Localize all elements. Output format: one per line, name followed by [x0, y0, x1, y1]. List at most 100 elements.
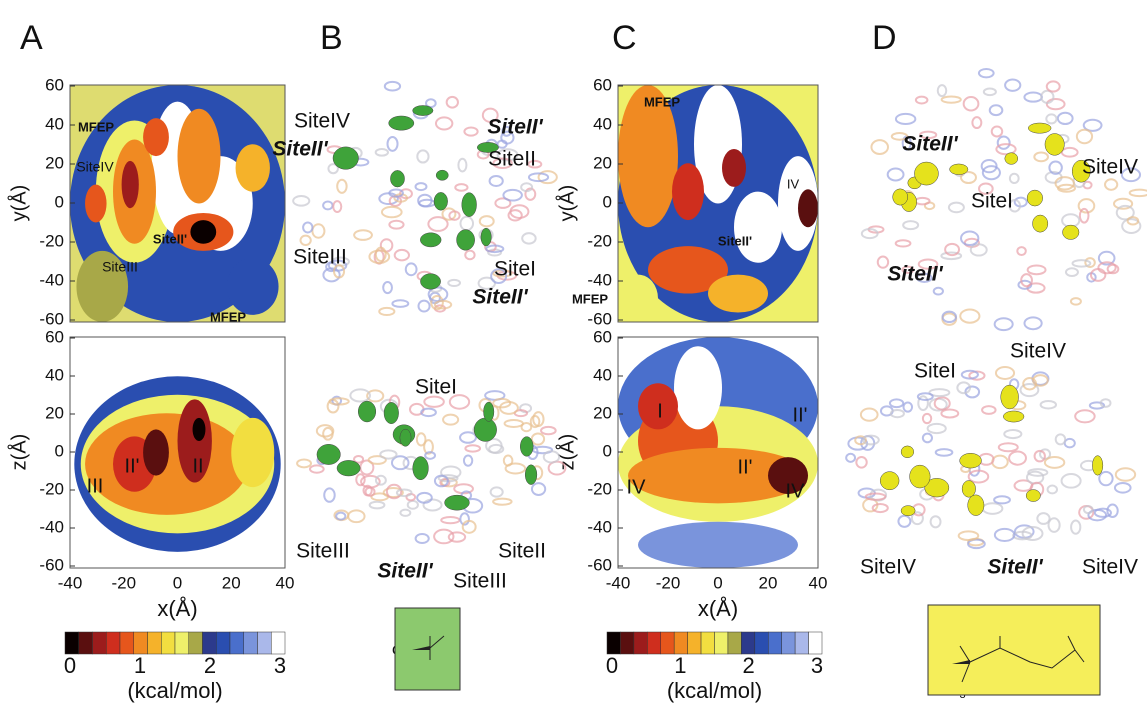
- y-tick-label: 40: [45, 114, 64, 133]
- annotation: MFEP: [78, 119, 114, 134]
- ligand-density: [400, 429, 411, 446]
- ligand-density: [1003, 411, 1024, 422]
- helix: [1045, 457, 1064, 468]
- annotation: IV: [787, 176, 800, 191]
- helix: [1037, 513, 1049, 524]
- helix: [455, 184, 467, 191]
- helix: [996, 367, 1014, 379]
- helix: [491, 487, 503, 496]
- colorbar-cell: [148, 632, 162, 654]
- helix: [376, 476, 386, 485]
- colorbar-cell: [701, 632, 714, 654]
- helix: [916, 97, 928, 104]
- contour-region: [638, 522, 798, 568]
- contour-region: [734, 192, 782, 263]
- helix: [443, 415, 458, 425]
- x-tick-label: 0: [173, 573, 182, 592]
- helix: [1047, 99, 1065, 109]
- y-tick-label: 20: [593, 403, 612, 422]
- helix: [972, 117, 981, 128]
- ligand-density: [333, 147, 358, 170]
- annotation: MFEP: [572, 291, 608, 306]
- annotation: SiteIII: [453, 570, 507, 593]
- helix: [964, 97, 979, 110]
- ligand-density: [1028, 123, 1051, 133]
- panel-label: A: [20, 19, 43, 57]
- y-tick-label: 20: [45, 403, 64, 422]
- ligand-density: [390, 170, 404, 187]
- colorbar-tick-label: 0: [64, 653, 76, 678]
- annotation: SiteIV: [1082, 156, 1138, 179]
- colorbar-cell: [258, 632, 272, 654]
- helix: [998, 137, 1010, 149]
- helix: [417, 433, 426, 445]
- helix: [923, 434, 932, 443]
- helix: [465, 251, 474, 260]
- colorbar-tick-label: 1: [674, 653, 686, 678]
- colorbar-cell: [216, 632, 230, 654]
- annotation: SiteI: [971, 190, 1013, 213]
- annotation: SiteIII: [102, 259, 138, 275]
- contour-region: [672, 163, 704, 220]
- helix: [1080, 209, 1089, 223]
- colorbar-tick-label: 3: [811, 653, 823, 678]
- colorbar-cell: [755, 632, 768, 654]
- contour-region: [143, 429, 169, 475]
- helix: [464, 456, 472, 466]
- helix: [1024, 93, 1041, 102]
- helix: [1047, 81, 1060, 91]
- x-tick-label: 20: [759, 573, 778, 592]
- helix: [873, 504, 888, 512]
- annotation: SiteII': [272, 138, 328, 161]
- y-tick-label: -60: [39, 309, 64, 328]
- helix: [416, 534, 429, 543]
- helix: [1017, 247, 1025, 255]
- helix: [389, 221, 403, 229]
- ligand-density: [474, 418, 497, 442]
- x-tick-label: -40: [606, 573, 631, 592]
- helix: [1071, 298, 1081, 305]
- helix: [1062, 148, 1078, 157]
- helix: [1005, 79, 1020, 90]
- helix: [323, 201, 332, 209]
- helix: [460, 432, 476, 443]
- helix: [460, 217, 473, 230]
- helix: [1028, 265, 1046, 274]
- annotation: SiteI: [415, 376, 457, 399]
- helix: [436, 117, 452, 129]
- ligand-density: [384, 402, 399, 423]
- annotation: SiteIII: [296, 540, 350, 563]
- x-tick-label: -20: [656, 573, 681, 592]
- ligand-density: [520, 437, 533, 457]
- helix: [949, 203, 964, 213]
- colorbar-tick-label: 0: [606, 653, 618, 678]
- ligand-density: [960, 453, 982, 468]
- helix: [348, 510, 364, 522]
- ligand-density: [481, 228, 491, 246]
- helix: [990, 105, 1003, 115]
- ligand-density: [1027, 190, 1043, 206]
- helix: [982, 406, 995, 414]
- x-tick-label: 0: [713, 573, 722, 592]
- helix: [984, 88, 996, 95]
- contour-region: [722, 149, 746, 187]
- colorbar-tick-label: 3: [274, 653, 286, 678]
- helix: [983, 503, 1003, 514]
- ligand-density: [914, 162, 938, 185]
- x-tick-label: 20: [222, 573, 241, 592]
- colorbar-cell: [244, 632, 258, 654]
- helix: [493, 499, 511, 505]
- ligand-density: [484, 402, 494, 421]
- annotation: SiteII: [488, 148, 536, 171]
- ligand-density: [445, 495, 470, 510]
- helix: [928, 424, 946, 433]
- annotation: SiteIV: [76, 159, 114, 175]
- helix: [979, 69, 994, 77]
- y-tick-label: 40: [45, 365, 64, 384]
- ligand-density: [880, 472, 899, 490]
- helix: [1075, 410, 1094, 422]
- y-tick-label: -20: [587, 479, 612, 498]
- helix: [1010, 174, 1019, 183]
- ligand-density: [950, 164, 968, 175]
- helix: [464, 127, 477, 135]
